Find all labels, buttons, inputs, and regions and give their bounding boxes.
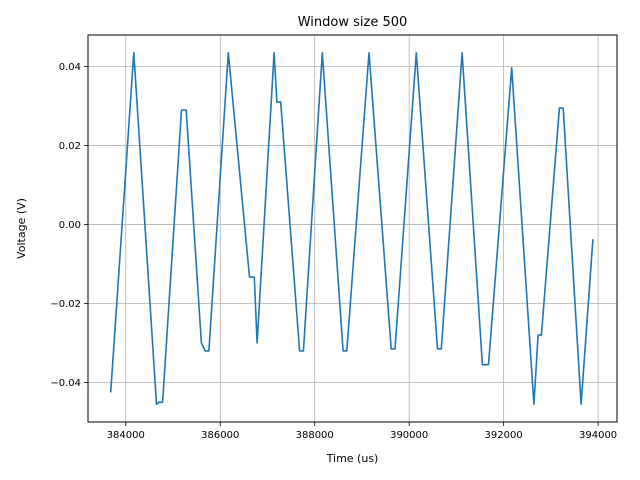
chart-title: Window size 500 — [298, 15, 408, 30]
grid-lines — [88, 35, 617, 422]
x-axis-label: Time (us) — [326, 452, 379, 465]
x-tick-label: 386000 — [201, 430, 239, 441]
y-tick-label: 0.04 — [59, 62, 81, 73]
x-tick-label: 392000 — [485, 430, 523, 441]
x-axis: 384000 386000 388000 390000 392000 394000 — [107, 422, 617, 441]
x-tick-label: 384000 — [107, 430, 145, 441]
y-axis-label: Voltage (V) — [15, 198, 28, 259]
y-tick-label: 0.00 — [59, 220, 81, 231]
plot-frame — [87, 34, 618, 423]
y-tick-label: 0.02 — [59, 141, 81, 152]
x-tick-label: 390000 — [390, 430, 428, 441]
y-axis: −0.04 −0.02 0.00 0.02 0.04 — [50, 62, 88, 389]
y-tick-label: −0.04 — [50, 378, 81, 389]
x-tick-label: 388000 — [296, 430, 334, 441]
y-tick-label: −0.02 — [50, 299, 81, 310]
x-tick-label: 394000 — [579, 430, 617, 441]
series-layer — [109, 51, 594, 406]
voltage-series-line — [109, 51, 594, 406]
